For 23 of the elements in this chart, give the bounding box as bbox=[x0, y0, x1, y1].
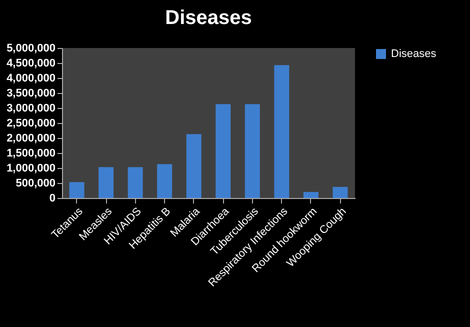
bar bbox=[128, 167, 143, 198]
y-tick-label: 3,500,000 bbox=[6, 88, 56, 100]
y-tick-label: 0 bbox=[49, 192, 56, 204]
bar bbox=[216, 104, 231, 198]
y-tick-label: 2,500,000 bbox=[6, 118, 56, 130]
y-tick-label: 2,000,000 bbox=[6, 132, 56, 144]
bar bbox=[157, 164, 172, 198]
y-tick-label: 1,500,000 bbox=[6, 148, 56, 160]
y-tick-label: 4,500,000 bbox=[6, 58, 56, 70]
bar bbox=[98, 167, 114, 198]
y-tick-label: 5,000,000 bbox=[6, 42, 56, 54]
bar bbox=[69, 182, 84, 198]
bar bbox=[244, 104, 260, 198]
y-tick-label: 500,000 bbox=[16, 178, 56, 190]
bar bbox=[332, 186, 348, 198]
bar bbox=[274, 65, 290, 198]
y-tick-label: 1,000,000 bbox=[6, 162, 56, 174]
bar bbox=[303, 192, 318, 198]
legend-label: Diseases bbox=[391, 48, 437, 60]
bar bbox=[186, 134, 202, 198]
y-tick-label: 4,000,000 bbox=[6, 72, 56, 84]
chart-title: Diseases bbox=[165, 7, 252, 29]
y-tick-label: 3,000,000 bbox=[6, 102, 56, 114]
